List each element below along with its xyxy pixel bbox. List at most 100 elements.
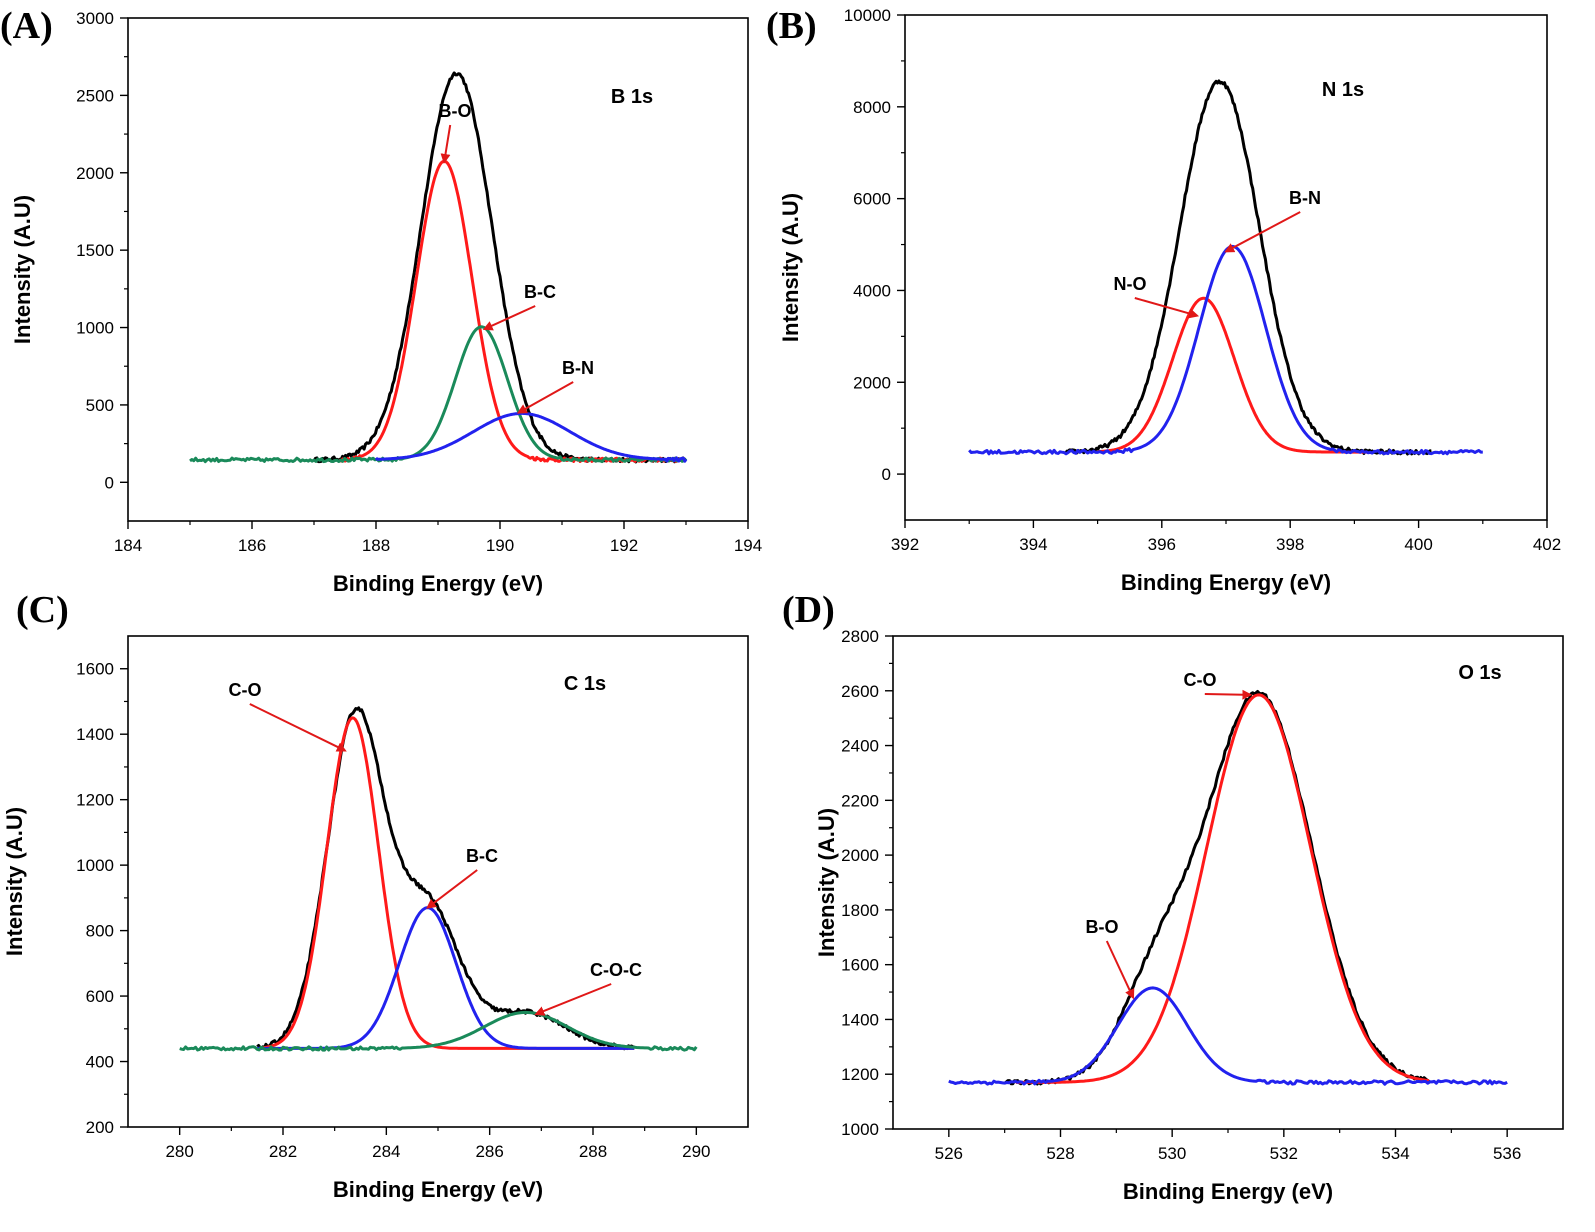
plot-frame bbox=[904, 14, 1548, 521]
x-tick-label: 526 bbox=[935, 1144, 963, 1163]
x-axis-label: Binding Energy (eV) bbox=[1123, 1179, 1333, 1204]
x-tick-label: 398 bbox=[1276, 535, 1304, 554]
y-tick-label: 4000 bbox=[853, 281, 891, 300]
series-line-b-o bbox=[948, 986, 1508, 1086]
x-tick-label: 290 bbox=[682, 1142, 710, 1161]
peak-label: C-O bbox=[1184, 670, 1217, 690]
chart-title: O 1s bbox=[1458, 662, 1501, 684]
x-tick-label: 184 bbox=[114, 536, 142, 555]
y-tick-label: 3000 bbox=[76, 9, 114, 28]
x-tick-label: 186 bbox=[238, 536, 266, 555]
peak-label: C-O bbox=[229, 680, 262, 700]
y-tick-label: 600 bbox=[86, 987, 114, 1006]
x-tick-label: 188 bbox=[362, 536, 390, 555]
x-tick-label: 282 bbox=[269, 1142, 297, 1161]
y-tick-label: 400 bbox=[86, 1053, 114, 1072]
series-line-c-o bbox=[1015, 693, 1430, 1084]
y-tick-label: 6000 bbox=[853, 190, 891, 209]
y-axis-label: Intensity (A.U) bbox=[814, 808, 839, 957]
y-tick-label: 500 bbox=[86, 396, 114, 415]
y-tick-label: 2200 bbox=[841, 791, 879, 810]
y-tick-label: 1600 bbox=[76, 660, 114, 679]
y-tick-label: 1600 bbox=[841, 956, 879, 975]
x-tick-label: 284 bbox=[372, 1142, 400, 1161]
annotation-arrow bbox=[1224, 211, 1301, 253]
x-tick-label: 396 bbox=[1148, 535, 1176, 554]
annotation-arrow bbox=[516, 381, 574, 414]
peak-label: B-C bbox=[466, 846, 498, 866]
x-tick-label: 190 bbox=[486, 536, 514, 555]
panel-label: (A) bbox=[0, 5, 53, 47]
annotation-arrow bbox=[1204, 689, 1253, 700]
plot-frame bbox=[127, 635, 749, 1128]
x-tick-label: 288 bbox=[579, 1142, 607, 1161]
y-tick-label: 1500 bbox=[76, 241, 114, 260]
x-tick-label: 536 bbox=[1493, 1144, 1521, 1163]
chart-title: B 1s bbox=[611, 86, 653, 108]
y-tick-label: 2400 bbox=[841, 737, 879, 756]
panel-label: (B) bbox=[766, 5, 817, 47]
y-tick-label: 2500 bbox=[76, 86, 114, 105]
peak-label: B-O bbox=[1086, 917, 1119, 937]
annotation-arrow bbox=[440, 124, 452, 164]
y-tick-label: 1400 bbox=[76, 725, 114, 744]
chart-panel-0: 184 186 188 190 192 194 0 500 1000 1500 2000 2500 30… bbox=[0, 5, 762, 596]
annotation-arrow bbox=[249, 703, 347, 752]
series-line-b-c bbox=[189, 325, 688, 464]
x-axis-label: Binding Energy (eV) bbox=[333, 571, 543, 596]
peak-label: B-O bbox=[439, 101, 472, 121]
y-tick-label: 0 bbox=[882, 465, 891, 484]
x-tick-label: 394 bbox=[1019, 535, 1047, 554]
x-tick-label: 534 bbox=[1381, 1144, 1409, 1163]
y-tick-label: 2000 bbox=[76, 164, 114, 183]
chart-title: C 1s bbox=[564, 673, 606, 695]
x-tick-label: 530 bbox=[1158, 1144, 1186, 1163]
y-tick-label: 1000 bbox=[76, 319, 114, 338]
series-line-experimental bbox=[1003, 690, 1430, 1086]
annotation-arrow bbox=[1105, 940, 1135, 1000]
annotation-arrow bbox=[482, 305, 536, 331]
series-line-c-o-c bbox=[179, 1010, 698, 1052]
y-axis-label: Intensity (A.U) bbox=[2, 807, 27, 956]
peak-label: B-N bbox=[1289, 188, 1321, 208]
y-tick-label: 800 bbox=[86, 922, 114, 941]
panel-label: (C) bbox=[16, 589, 69, 631]
x-tick-label: 400 bbox=[1404, 535, 1432, 554]
series-line-n-o bbox=[1097, 296, 1368, 454]
y-tick-label: 1200 bbox=[841, 1065, 879, 1084]
x-tick-label: 280 bbox=[165, 1142, 193, 1161]
y-tick-label: 200 bbox=[86, 1118, 114, 1137]
y-tick-label: 2600 bbox=[841, 682, 879, 701]
peak-label: B-N bbox=[562, 358, 594, 378]
y-tick-label: 1400 bbox=[841, 1010, 879, 1029]
x-tick-label: 194 bbox=[734, 536, 762, 555]
series-line-b-n bbox=[374, 411, 688, 463]
series-line-c-o bbox=[262, 716, 635, 1050]
peak-label: B-C bbox=[524, 282, 556, 302]
x-tick-label: 402 bbox=[1533, 535, 1561, 554]
x-axis-label: Binding Energy (eV) bbox=[333, 1177, 543, 1202]
x-tick-label: 528 bbox=[1046, 1144, 1074, 1163]
series-line-b-n bbox=[968, 244, 1483, 456]
chart-panel-3: 526 528 530 532 534 536 1000 1200 1400 1600 1800 20… bbox=[782, 589, 1564, 1204]
y-tick-label: 2800 bbox=[841, 627, 879, 646]
series-line-experimental bbox=[312, 71, 687, 464]
chart-panel-2: 280 282 284 286 288 290 200 400 600 800 1000 1200 14… bbox=[2, 589, 749, 1202]
x-axis-label: Binding Energy (eV) bbox=[1121, 570, 1331, 595]
y-tick-label: 1200 bbox=[76, 791, 114, 810]
annotation-arrow bbox=[534, 983, 612, 1016]
chart-title: N 1s bbox=[1322, 79, 1364, 101]
x-tick-label: 286 bbox=[475, 1142, 503, 1161]
y-tick-label: 1000 bbox=[76, 856, 114, 875]
y-axis-label: Intensity (A.U) bbox=[10, 195, 35, 344]
y-tick-label: 10000 bbox=[844, 6, 891, 25]
chart-panel-1: 392 394 396 398 400 402 0 2000 4000 6000 8000 10000… bbox=[766, 5, 1561, 595]
y-tick-label: 1000 bbox=[841, 1120, 879, 1139]
panel-label: (D) bbox=[782, 589, 835, 631]
y-tick-label: 0 bbox=[105, 473, 114, 492]
annotation-arrow bbox=[426, 869, 478, 909]
y-tick-label: 8000 bbox=[853, 98, 891, 117]
plot-frame bbox=[892, 635, 1564, 1130]
annotation-arrow bbox=[1134, 297, 1200, 319]
